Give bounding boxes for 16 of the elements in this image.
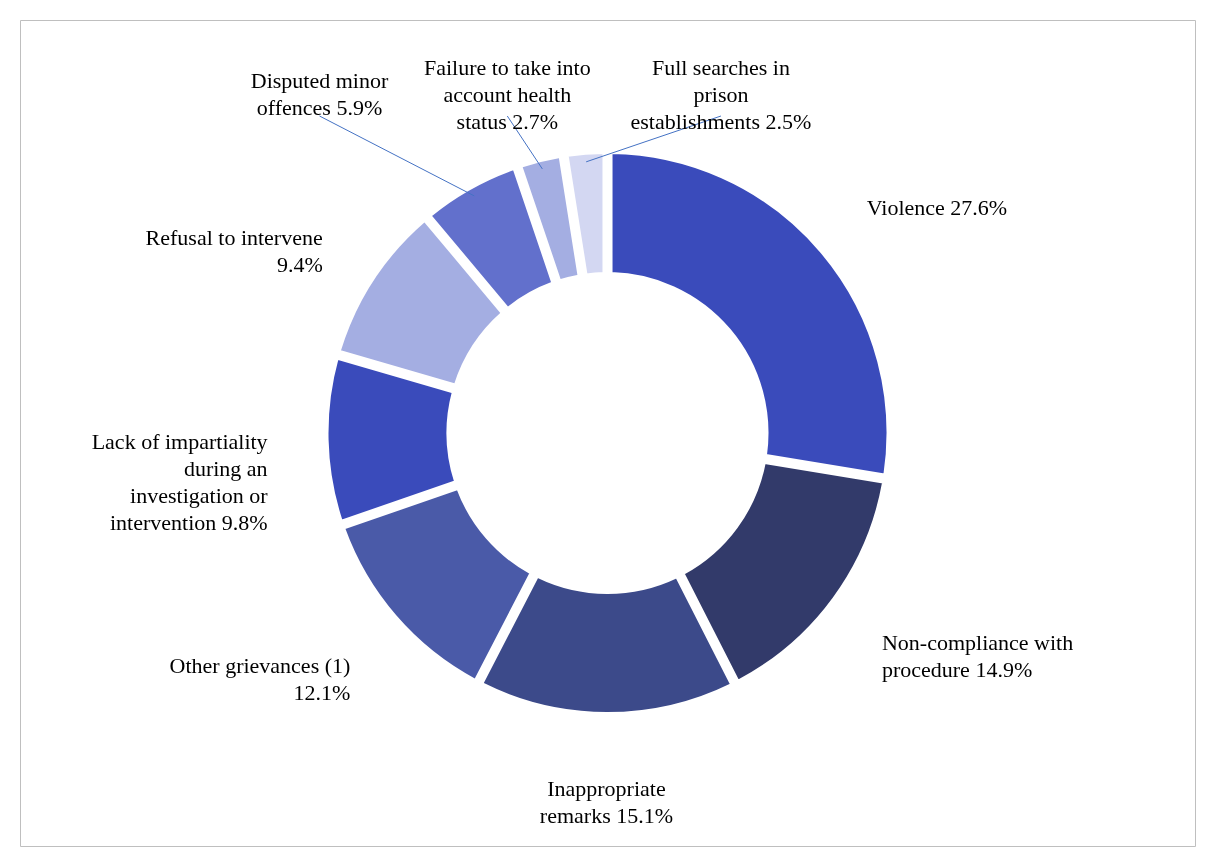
slice-label: Failure to take into account health status 2.7% [423,54,591,134]
donut-slice [338,219,503,386]
slice-label: Refusal to intervene [145,225,323,251]
slice-label: Violence 27.6% [866,194,1008,220]
slice-label: Other grievances (1) [169,653,351,679]
data-label: 9.4% [276,252,323,278]
slice-label: Inappropriate remarks 15.1% [539,776,674,829]
data-label: 12.1% [293,680,351,706]
slice-label: Disputed minor offences 5.9% [250,68,389,120]
donut-slice [520,156,580,282]
slice-label: Lack of impartiality during an investigation or intervention 9.8% [91,429,269,536]
donut-slice [429,168,554,309]
slice-label: Non-compliance with procedure 14.9% [881,630,1074,683]
donut-slice [326,357,457,522]
donut-slice [481,575,733,714]
donut-slice [566,152,605,276]
